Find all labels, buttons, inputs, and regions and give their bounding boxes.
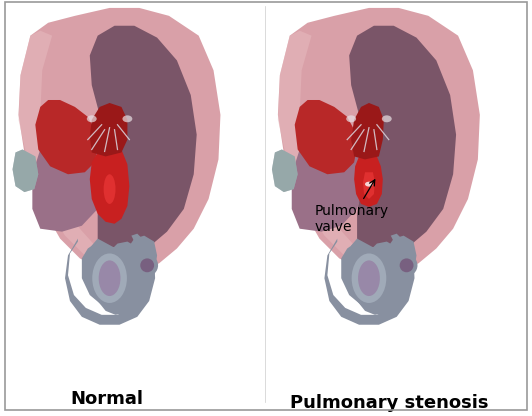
- Polygon shape: [349, 239, 405, 315]
- Text: Pulmonary
valve: Pulmonary valve: [314, 180, 389, 234]
- Polygon shape: [13, 149, 38, 192]
- Polygon shape: [272, 149, 298, 192]
- Polygon shape: [278, 8, 480, 273]
- Ellipse shape: [87, 115, 97, 122]
- Ellipse shape: [352, 253, 386, 303]
- Polygon shape: [363, 172, 375, 199]
- Ellipse shape: [382, 115, 392, 122]
- Ellipse shape: [136, 255, 158, 276]
- Polygon shape: [295, 100, 357, 174]
- Polygon shape: [65, 234, 155, 325]
- Text: Pulmonary stenosis: Pulmonary stenosis: [289, 394, 488, 412]
- Polygon shape: [341, 235, 417, 308]
- Polygon shape: [354, 153, 383, 207]
- Ellipse shape: [396, 255, 418, 276]
- Ellipse shape: [104, 174, 115, 204]
- Ellipse shape: [346, 115, 356, 122]
- Polygon shape: [272, 149, 298, 192]
- Polygon shape: [13, 149, 38, 192]
- Polygon shape: [90, 26, 197, 255]
- Polygon shape: [82, 235, 157, 308]
- Ellipse shape: [92, 253, 127, 303]
- Ellipse shape: [400, 258, 413, 272]
- Polygon shape: [35, 100, 98, 174]
- Polygon shape: [278, 31, 364, 263]
- Ellipse shape: [365, 182, 373, 187]
- Ellipse shape: [358, 260, 380, 296]
- Polygon shape: [325, 234, 414, 325]
- Polygon shape: [90, 103, 127, 156]
- Ellipse shape: [140, 258, 154, 272]
- Polygon shape: [90, 143, 129, 224]
- Text: Normal: Normal: [70, 390, 143, 408]
- Polygon shape: [19, 8, 220, 273]
- Ellipse shape: [122, 115, 132, 122]
- Polygon shape: [349, 26, 456, 255]
- Polygon shape: [32, 136, 105, 232]
- Polygon shape: [19, 31, 105, 263]
- Polygon shape: [90, 239, 145, 315]
- Ellipse shape: [98, 260, 120, 296]
- Polygon shape: [351, 103, 384, 159]
- Polygon shape: [292, 136, 364, 232]
